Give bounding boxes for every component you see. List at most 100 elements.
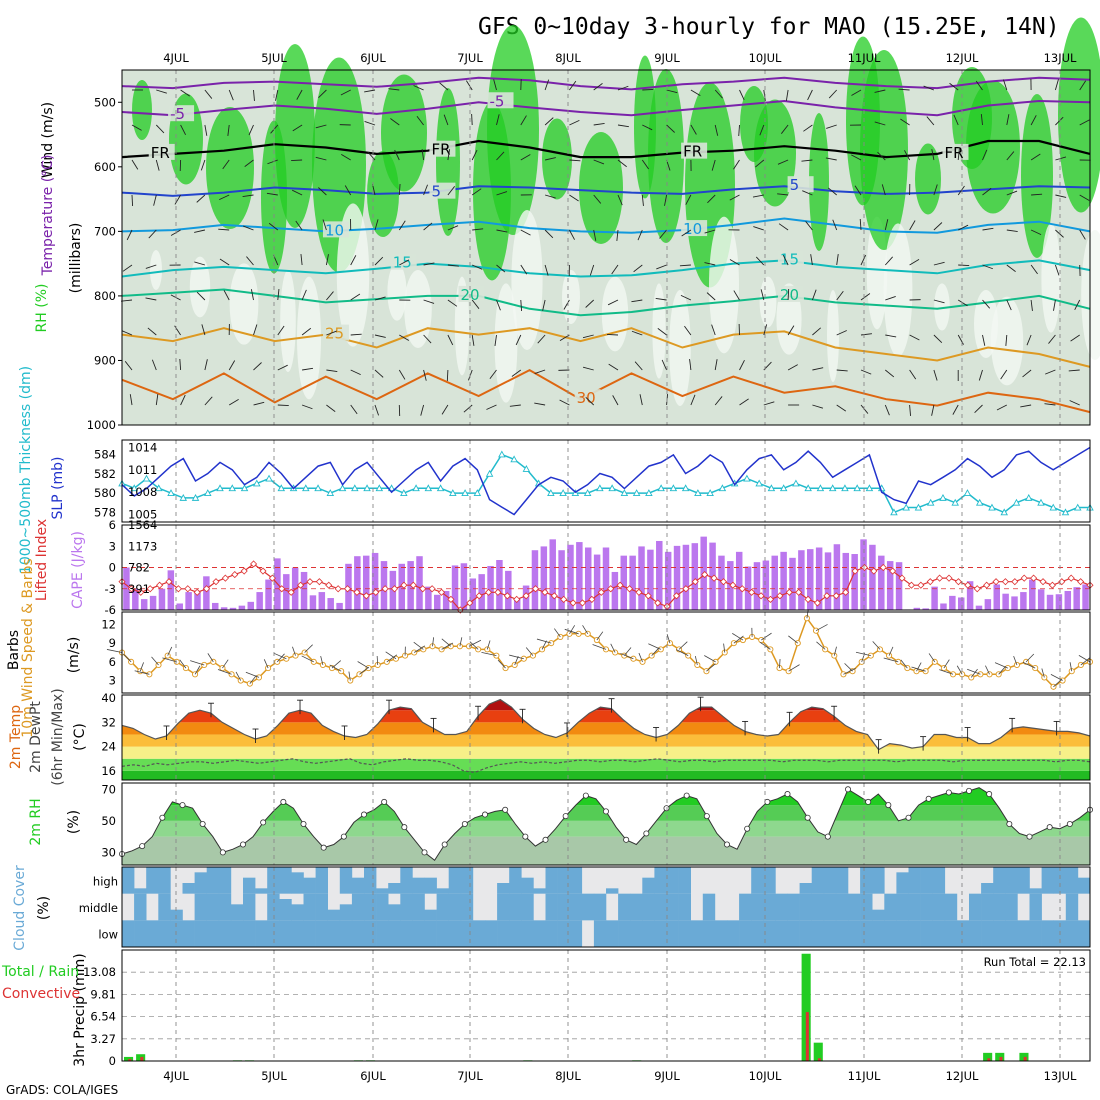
day-label-top: 11JUL bbox=[848, 51, 881, 65]
cloud-cell-middle bbox=[763, 893, 776, 921]
cloud-cell-low bbox=[267, 920, 280, 947]
wind-barb bbox=[689, 359, 692, 371]
cape-bar bbox=[735, 551, 743, 610]
wind-barb bbox=[909, 334, 920, 341]
wind-barb bbox=[923, 85, 935, 91]
lifted-index-marker bbox=[381, 585, 389, 593]
wind10-barb bbox=[788, 635, 799, 644]
precip-legend-total: Total / Rain bbox=[1, 964, 79, 980]
wind10-barb bbox=[900, 659, 908, 669]
cloud-cell-high bbox=[654, 867, 667, 894]
cape-bar bbox=[753, 562, 761, 610]
cloud-cell-low bbox=[835, 920, 849, 947]
rh-marker bbox=[784, 791, 791, 798]
wind10-barb bbox=[779, 659, 781, 669]
wind-barb bbox=[805, 221, 813, 231]
wind-barb bbox=[884, 219, 889, 231]
panel-frame-cape bbox=[121, 524, 1091, 611]
wind10-barb bbox=[190, 660, 205, 666]
rh-marker bbox=[945, 789, 952, 796]
contour-label-bg bbox=[777, 285, 804, 302]
day-label-top: 8JUL bbox=[555, 51, 581, 65]
precip-convective-bar bbox=[805, 1012, 809, 1061]
cape-bar bbox=[416, 556, 423, 610]
thickness-line-marker bbox=[939, 493, 947, 501]
wind10-line-marker bbox=[922, 668, 929, 675]
cape-bar bbox=[1073, 587, 1080, 610]
wind-barb bbox=[374, 404, 380, 416]
rh-dry-blob bbox=[189, 256, 211, 318]
wind10-barb bbox=[678, 641, 688, 650]
rh-ytick: 70 bbox=[101, 782, 116, 796]
cape-bar bbox=[860, 539, 867, 610]
cloud-cell-low bbox=[194, 920, 207, 947]
wind10-line-marker bbox=[977, 671, 984, 678]
contour-line-m5 bbox=[121, 99, 1091, 117]
precip-ytick: 0 bbox=[109, 1054, 116, 1068]
cloud-cell-low bbox=[218, 920, 232, 947]
wind-barb bbox=[145, 264, 157, 269]
rh-marker bbox=[159, 814, 166, 821]
wind-barb bbox=[174, 194, 181, 205]
wind10-line-marker bbox=[192, 671, 199, 678]
contour-label-bg bbox=[168, 105, 195, 122]
thickness-line-marker bbox=[804, 484, 812, 492]
wind-barb bbox=[399, 334, 410, 341]
wind-barb bbox=[659, 229, 667, 239]
cape-ytick: 1173 bbox=[128, 539, 157, 553]
lifted-index-marker bbox=[889, 567, 897, 575]
cloud-cell-high bbox=[255, 888, 268, 894]
lifted-index-marker bbox=[870, 567, 878, 575]
cloud-cell-low bbox=[944, 920, 958, 947]
wind-barb bbox=[180, 124, 186, 136]
wind-barb bbox=[544, 157, 556, 161]
rh-marker bbox=[925, 795, 932, 802]
panel-frame-temp bbox=[121, 694, 1091, 781]
cloud-cell-low bbox=[497, 920, 510, 947]
cloud-cell-high bbox=[545, 867, 558, 894]
wind10-barb bbox=[273, 652, 287, 660]
slp-ytick: 1005 bbox=[128, 508, 157, 522]
wind-barb bbox=[637, 229, 643, 241]
wind10-line-marker bbox=[840, 671, 847, 678]
cape-bar bbox=[1037, 589, 1045, 610]
wind10-barb bbox=[761, 632, 772, 641]
wind-barb bbox=[275, 89, 279, 101]
cloud-cell-middle bbox=[993, 893, 1006, 921]
lifted-index-marker bbox=[1077, 578, 1085, 586]
wind-barb bbox=[975, 80, 983, 91]
cloud-cell-low bbox=[134, 920, 147, 947]
rh-marker bbox=[199, 821, 206, 828]
lifted-index-marker bbox=[569, 599, 577, 607]
thickness-line-marker bbox=[1000, 508, 1008, 516]
wind10-barb bbox=[1025, 653, 1035, 663]
lifted-index-marker bbox=[127, 585, 135, 593]
wind-ylabel-units: (m/s) bbox=[66, 637, 82, 674]
wind-ytick: 12 bbox=[101, 617, 116, 631]
thickness-line-marker bbox=[620, 489, 629, 497]
cloud-cell-low bbox=[424, 920, 437, 947]
wind10-barb bbox=[304, 644, 313, 653]
cape-bar bbox=[185, 592, 192, 610]
wind-barb bbox=[421, 149, 425, 161]
slp-ytick: 1011 bbox=[128, 463, 157, 477]
contour-line-FR bbox=[121, 139, 1091, 159]
cloud-cell-middle bbox=[351, 893, 365, 921]
lifted-index-marker bbox=[287, 588, 295, 596]
cape-bar bbox=[194, 592, 201, 610]
thickness-line-marker bbox=[155, 484, 163, 492]
wind-barb bbox=[277, 325, 285, 336]
cape-bar bbox=[362, 555, 370, 610]
cape-bar bbox=[931, 586, 938, 610]
wind10-line-marker bbox=[173, 658, 180, 665]
cloud-cell-low bbox=[364, 920, 377, 947]
wind-barb bbox=[755, 256, 765, 266]
thickness-line-marker bbox=[424, 484, 433, 492]
lifted-index-marker bbox=[1039, 578, 1047, 586]
wind-barb bbox=[1000, 369, 1008, 380]
cloud-cell-low bbox=[1065, 920, 1079, 947]
wind-barb bbox=[616, 229, 619, 241]
wind10-barb bbox=[666, 634, 671, 644]
wind-barb bbox=[1030, 264, 1038, 275]
rh-marker bbox=[744, 825, 751, 832]
